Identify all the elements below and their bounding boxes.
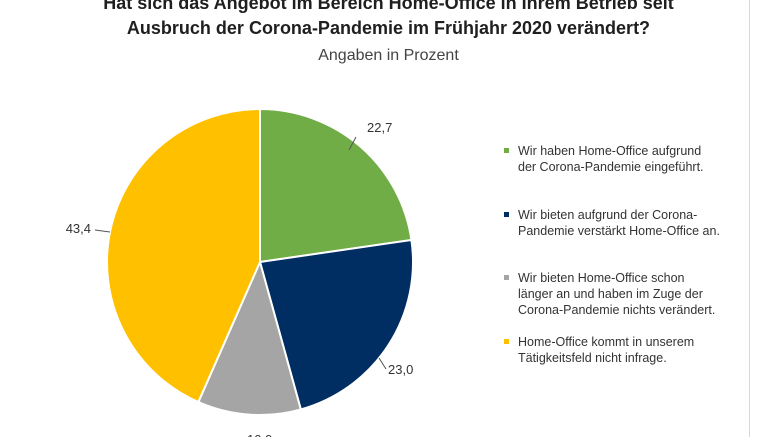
legend-swatch-increased — [504, 212, 509, 217]
pie-slice-increased — [258, 238, 414, 411]
legend-swatch-introduced — [504, 148, 509, 153]
leader-line-increased — [378, 357, 387, 370]
data-label-unchanged: 10,9 — [247, 432, 272, 437]
leader-line-introduced — [348, 136, 357, 151]
data-label-introduced: 22,7 — [367, 120, 392, 135]
chart-title: Hat sich das Angebot im Bereich Home-Off… — [0, 0, 777, 41]
pie-slice-unchanged — [197, 259, 303, 416]
legend-label-increased: Wir bieten aufgrund der Corona- Pandemie… — [518, 208, 720, 238]
frame-border — [749, 0, 750, 437]
legend-label-introduced: Wir haben Home-Office aufgrund der Coron… — [518, 144, 704, 174]
legend-swatch-not-applicable — [504, 339, 509, 344]
data-label-increased: 23,0 — [388, 362, 413, 377]
leader-line-not-applicable — [94, 229, 111, 233]
legend-label-unchanged: Wir bieten Home-Office schon länger an u… — [518, 271, 716, 317]
data-label-not-applicable: 43,4 — [66, 221, 91, 236]
chart-subtitle: Angaben in Prozent — [318, 47, 459, 64]
chart-title-line-1: Hat sich das Angebot im Bereich Home-Off… — [103, 0, 674, 13]
chart-title-line-2: Ausbruch der Corona-Pandemie im Frühjahr… — [126, 18, 651, 38]
pie-slice-not-applicable — [106, 107, 261, 404]
legend-swatch-unchanged — [504, 275, 509, 280]
legend-label-not-applicable: Home-Office kommt in unserem Tätigkeitsf… — [518, 335, 695, 365]
pie-slice-introduced — [259, 107, 413, 264]
